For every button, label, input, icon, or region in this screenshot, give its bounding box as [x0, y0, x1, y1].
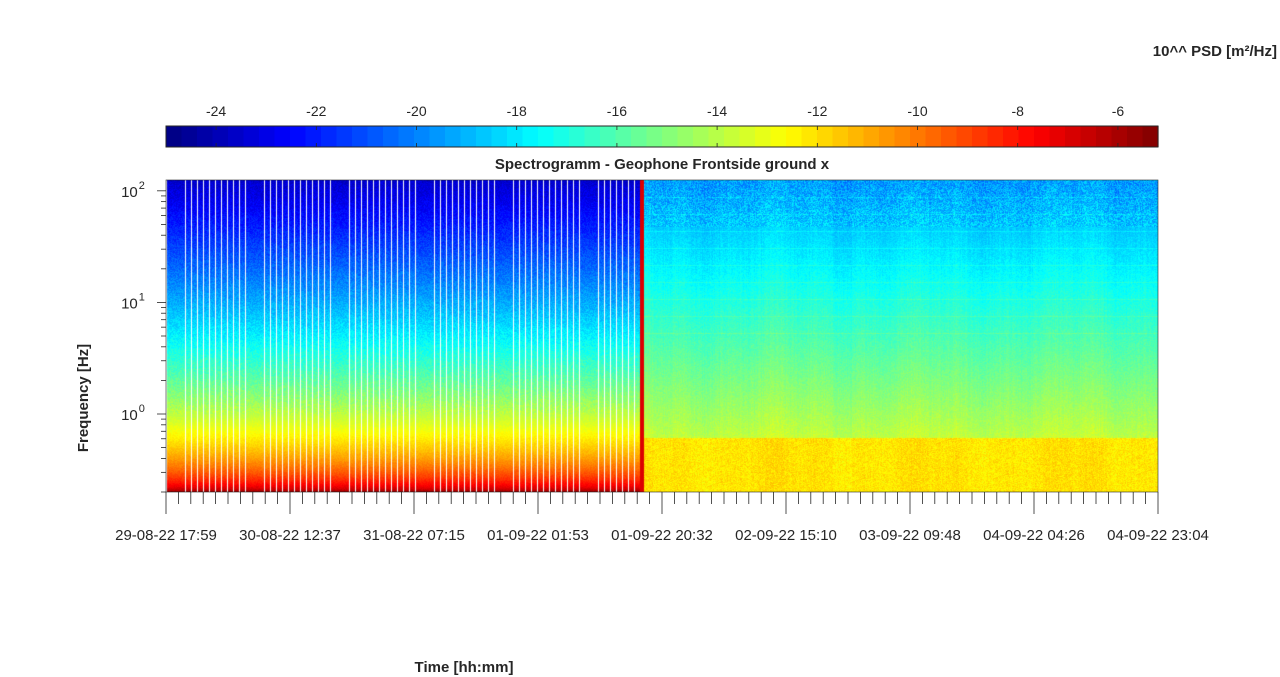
chart-title: Spectrogramm - Geophone Frontside ground… [495, 156, 830, 173]
x-tick-label: 03-09-22 09:48 [859, 527, 961, 544]
x-tick-label: 04-09-22 23:04 [1107, 527, 1209, 544]
x-tick-label: 29-08-22 17:59 [115, 527, 217, 544]
x-tick-label: 01-09-22 01:53 [487, 527, 589, 544]
x-tick-label: 04-09-22 04:26 [983, 527, 1085, 544]
colorbar-tick-label: -14 [707, 103, 727, 119]
colorbar-tick-label: -6 [1112, 103, 1125, 119]
x-tick-label: 30-08-22 12:37 [239, 527, 341, 544]
x-tick-label: 02-09-22 15:10 [735, 527, 837, 544]
colorbar-label: 10^^ PSD [m²/Hz] [1153, 43, 1277, 60]
x-tick-label: 01-09-22 20:32 [611, 527, 713, 544]
colorbar-tick-label: -12 [807, 103, 827, 119]
spectrogram-image [166, 180, 1158, 492]
plot-axes: 29-08-22 17:59 30-08-22 12:37 31-08-22 07:… [115, 179, 1209, 544]
colorbar-tick-label: -24 [206, 103, 226, 119]
y-tick-label: 102 [121, 180, 145, 201]
y-axis-label: Frequency [Hz] [75, 344, 92, 452]
colorbar: -24 -22 -20 -18 -16 -14 -12 -10 -8 -6 [165, 103, 1159, 148]
colorbar-tick-label: -8 [1011, 103, 1024, 119]
colorbar-tick-label: -18 [507, 103, 527, 119]
x-axis-label: Time [hh:mm] [415, 659, 514, 676]
colorbar-tick-label: -20 [406, 103, 426, 119]
x-tick-label: 31-08-22 07:15 [363, 527, 465, 544]
colorbar-tick-label: -10 [907, 103, 927, 119]
colorbar-tick-label: -22 [306, 103, 326, 119]
y-tick-label: 101 [121, 291, 145, 312]
colorbar-tick-label: -16 [607, 103, 627, 119]
y-tick-label: 100 [121, 403, 145, 424]
